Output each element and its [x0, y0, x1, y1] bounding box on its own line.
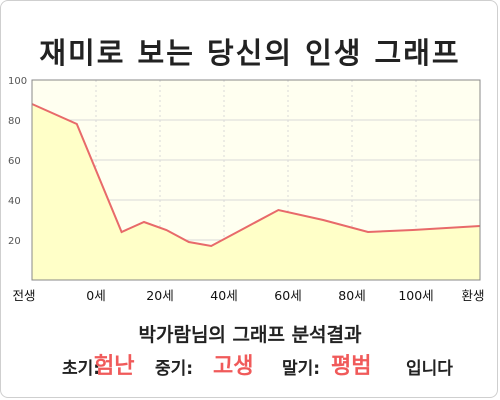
y-tick-label: 40 — [8, 196, 21, 207]
late-value: 평범 — [331, 354, 372, 379]
ending-text: 입니다 — [406, 359, 453, 379]
analysis-caption: 박가람님의 그래프 분석결과 — [138, 324, 362, 346]
y-tick-label: 20 — [8, 236, 21, 247]
x-tick-label: 0세 — [86, 288, 105, 303]
mid-value: 고생 — [213, 354, 254, 379]
x-tick-label: 100세 — [398, 288, 433, 303]
analysis-result: 초기: 험난 중기: 고생 말기: 평범 입니다 — [0, 346, 500, 382]
page-title: 재미로 보는 당신의 인생 그래프 — [39, 36, 461, 70]
x-axis-ticks: 전생 0세 20세 40세 60세 80세 100세 환생 — [12, 288, 484, 303]
early-value: 험난 — [94, 354, 135, 379]
x-tick-label: 전생 — [12, 288, 35, 303]
mid-label: 중기: — [155, 359, 194, 379]
y-axis-ticks: 20 40 60 80 100 — [8, 76, 27, 247]
x-tick-label: 80세 — [338, 288, 365, 303]
x-tick-label: 40세 — [210, 288, 237, 303]
y-tick-label: 100 — [8, 76, 27, 87]
late-label: 말기: — [282, 359, 321, 379]
x-tick-label: 20세 — [146, 288, 173, 303]
area-fill — [32, 104, 480, 280]
x-tick-label: 60세 — [274, 288, 301, 303]
early-label: 초기: — [62, 359, 101, 379]
y-tick-label: 60 — [8, 156, 21, 167]
x-tick-label: 환생 — [461, 288, 484, 303]
plot-border — [31, 79, 481, 281]
series-line — [31, 103, 481, 248]
y-tick-label: 80 — [8, 116, 21, 127]
